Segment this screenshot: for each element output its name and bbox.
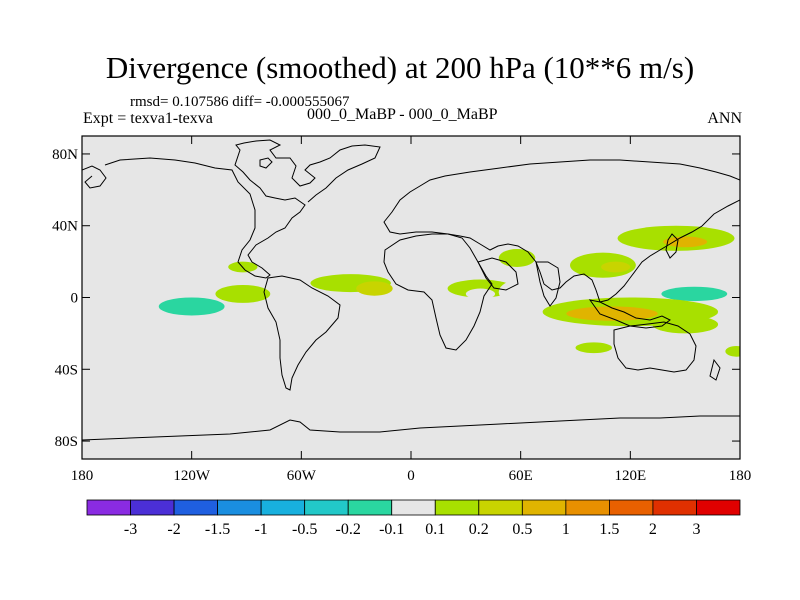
colorbar-label-9: 0.5 — [512, 521, 532, 538]
season-label: ANN — [707, 110, 742, 127]
colorbar-box-4 — [260, 499, 306, 516]
divergence-region-25 — [725, 345, 740, 357]
coastline-antarctica — [82, 415, 740, 441]
divergence-region-6 — [323, 250, 353, 266]
colorbar-label-3: -1 — [254, 521, 267, 538]
colorbar-box-12 — [609, 499, 654, 516]
coastline-india — [535, 261, 561, 307]
colorbar-box-13 — [652, 499, 697, 516]
y-tick-label-3: 40S — [55, 362, 78, 378]
coastline-alaska — [82, 165, 107, 189]
x-tick-label-4: 60E — [509, 468, 533, 484]
colorbar-label-6: -0.1 — [379, 521, 404, 538]
colorbar-box-11 — [565, 499, 610, 516]
stats-text: rmsd= 0.107586 diff= -0.000555067 — [130, 94, 350, 110]
divergence-region-13 — [465, 288, 496, 300]
divergence-region-9 — [215, 284, 271, 303]
x-tick-label-1: 120W — [173, 468, 211, 484]
colorbar-box-0 — [86, 499, 131, 516]
colorbar-box-9 — [478, 499, 523, 516]
colorbar-box-5 — [304, 499, 349, 516]
y-tick-label-1: 40N — [52, 219, 78, 235]
colorbar-label-12: 2 — [649, 521, 657, 538]
divergence-region-4 — [162, 254, 214, 276]
colorbar-box-7 — [391, 499, 436, 516]
colorbar-box-8 — [434, 499, 480, 516]
colorbar-box-14 — [696, 499, 741, 516]
case-comparison-label: 000_0_MaBP - 000_0_MaBP — [307, 106, 498, 123]
colorbar-label-2: -1.5 — [205, 521, 230, 538]
divergence-region-26 — [575, 342, 613, 354]
divergence-region-21 — [661, 286, 728, 302]
colorbar-label-8: 0.2 — [469, 521, 489, 538]
divergence-region-24 — [652, 315, 719, 334]
coastline-southeast-asia — [588, 299, 671, 329]
coastline-south-america — [263, 275, 341, 391]
divergence-region-14 — [498, 249, 536, 267]
colorbar-box-1 — [130, 499, 175, 516]
x-tick-label-2: 60W — [287, 468, 317, 484]
divergence-region-1 — [111, 340, 170, 363]
x-tick-label-0: 180 — [71, 468, 94, 484]
colorbar-label-7: 0.1 — [425, 521, 445, 538]
colorbar-label-4: -0.5 — [292, 521, 317, 538]
coastline-north-america — [104, 139, 381, 279]
colorbar-label-10: 1 — [562, 521, 570, 538]
colorbar-label-5: -0.2 — [336, 521, 361, 538]
y-tick-label-0: 80N — [52, 147, 78, 163]
coastline-arabia — [477, 257, 519, 291]
colorbar-label-1: -2 — [167, 521, 180, 538]
colorbar-label-0: -3 — [124, 521, 137, 538]
coastline-greenland — [259, 157, 273, 169]
divergence-region-17 — [601, 261, 631, 273]
y-tick-label-2: 0 — [71, 291, 79, 307]
divergence-region-3 — [158, 297, 225, 316]
divergence-region-20 — [633, 265, 737, 294]
colorbar-box-2 — [173, 499, 218, 516]
coastline-new-zealand — [709, 358, 721, 381]
colorbar-box-6 — [347, 499, 393, 516]
divergence-region-15 — [498, 279, 543, 305]
experiment-label: Expt = texva1-texva — [83, 110, 213, 127]
coastline-eurasia — [383, 159, 740, 303]
divergence-region-5 — [111, 240, 145, 255]
x-tick-label-6: 180 — [729, 468, 752, 484]
map-background — [82, 136, 740, 459]
divergence-region-2 — [82, 301, 112, 320]
colorbar-label-13: 3 — [692, 521, 700, 538]
divergence-region-0 — [228, 360, 295, 386]
divergence-region-19 — [663, 236, 708, 248]
x-tick-label-3: 0 — [407, 468, 415, 484]
coastline-australia — [613, 321, 697, 373]
divergence-region-11 — [356, 281, 393, 296]
colorbar-label-11: 1.5 — [599, 521, 619, 538]
colorbar-box-10 — [521, 499, 567, 516]
x-tick-label-5: 120E — [614, 468, 646, 484]
chart-title: Divergence (smoothed) at 200 hPa (10**6 … — [105, 50, 695, 85]
coastline-japan — [665, 233, 679, 259]
y-tick-label-4: 80S — [55, 434, 78, 450]
divergence-region-27 — [469, 211, 488, 223]
colorbar-box-3 — [217, 499, 262, 516]
